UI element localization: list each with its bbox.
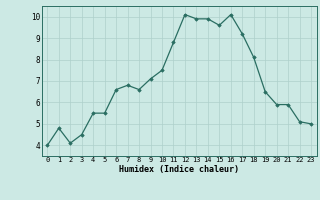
X-axis label: Humidex (Indice chaleur): Humidex (Indice chaleur): [119, 165, 239, 174]
